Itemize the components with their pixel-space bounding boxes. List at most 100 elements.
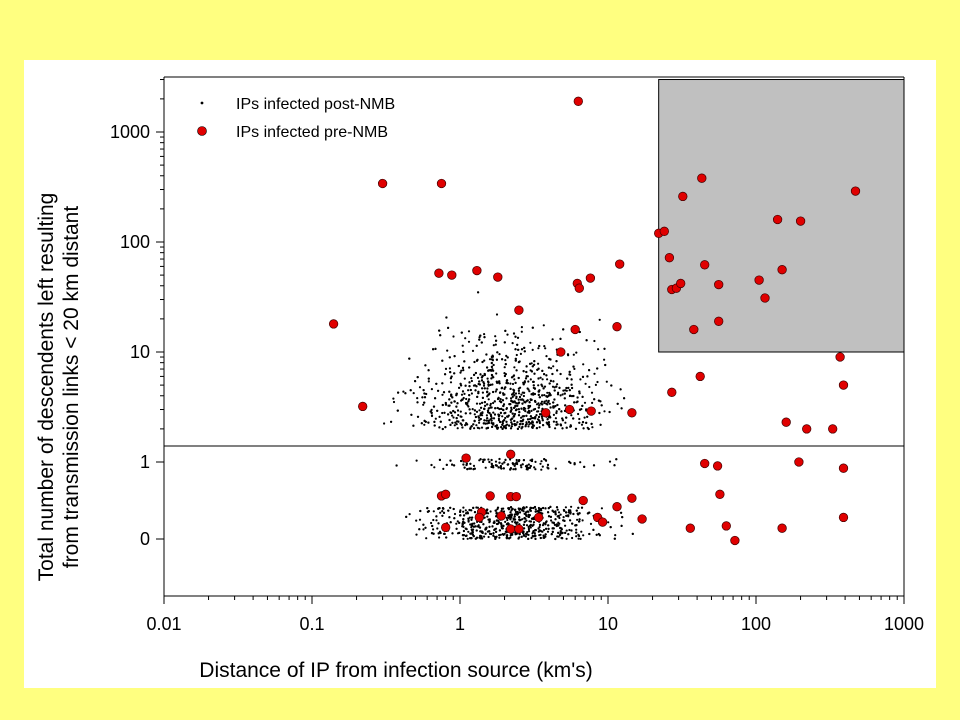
post-nmb-point xyxy=(541,378,544,381)
post-nmb-point xyxy=(516,404,519,407)
post-nmb-point xyxy=(564,421,567,424)
post-nmb-point xyxy=(432,518,435,522)
post-nmb-point xyxy=(408,513,411,516)
post-nmb-point xyxy=(498,391,502,394)
post-nmb-point xyxy=(504,427,507,430)
post-nmb-point xyxy=(581,421,585,424)
post-nmb-point xyxy=(511,520,514,523)
post-nmb-point xyxy=(480,406,483,409)
pre-nmb-point xyxy=(838,512,849,523)
post-nmb-point xyxy=(438,329,441,332)
post-nmb-point xyxy=(550,367,553,370)
post-nmb-point xyxy=(473,360,476,364)
post-nmb-point xyxy=(448,356,451,359)
y-tick-label: 1 xyxy=(140,452,150,472)
post-nmb-point xyxy=(583,401,587,404)
post-nmb-point xyxy=(542,324,545,327)
post-nmb-point xyxy=(494,537,497,540)
post-nmb-point xyxy=(554,513,557,516)
pre-nmb-point xyxy=(712,461,723,471)
post-nmb-point xyxy=(534,508,537,511)
post-nmb-point xyxy=(548,392,552,396)
post-nmb-point xyxy=(546,463,550,466)
post-nmb-point xyxy=(473,522,476,525)
post-nmb-point xyxy=(591,401,594,404)
post-nmb-point xyxy=(494,407,497,410)
pre-nmb-point xyxy=(850,186,861,196)
post-nmb-point xyxy=(590,422,593,425)
post-nmb-point xyxy=(566,377,569,380)
post-nmb-point xyxy=(517,401,521,404)
post-nmb-point xyxy=(494,343,497,346)
post-nmb-point xyxy=(525,519,528,522)
post-nmb-point xyxy=(537,347,540,350)
post-nmb-point xyxy=(452,335,455,338)
post-nmb-point xyxy=(544,523,547,526)
post-nmb-point xyxy=(538,396,541,399)
post-nmb-point xyxy=(511,423,514,426)
post-nmb-point xyxy=(487,398,490,401)
post-nmb-point xyxy=(552,521,556,524)
post-nmb-point xyxy=(486,515,489,518)
post-nmb-point xyxy=(474,389,477,392)
pre-nmb-point xyxy=(760,293,770,303)
post-nmb-point xyxy=(416,401,419,404)
post-nmb-point xyxy=(487,421,490,424)
post-nmb-point xyxy=(478,419,481,422)
post-nmb-point xyxy=(533,532,536,535)
post-nmb-point xyxy=(474,525,477,528)
post-nmb-point xyxy=(544,535,547,538)
pre-nmb-point xyxy=(695,371,705,382)
post-nmb-point xyxy=(486,377,489,380)
post-nmb-point xyxy=(514,409,518,412)
post-nmb-point xyxy=(579,461,582,464)
post-nmb-point xyxy=(553,523,557,526)
post-nmb-point xyxy=(492,466,495,469)
post-nmb-point xyxy=(397,391,400,394)
post-nmb-point xyxy=(462,518,465,521)
post-nmb-point xyxy=(453,355,456,358)
post-nmb-point xyxy=(453,517,456,520)
post-nmb-point xyxy=(491,368,494,371)
post-nmb-point xyxy=(521,402,524,405)
post-nmb-point xyxy=(502,408,505,412)
pre-nmb-point xyxy=(697,173,707,183)
post-nmb-point xyxy=(519,507,522,510)
post-nmb-point xyxy=(493,400,496,403)
post-nmb-point xyxy=(489,413,492,416)
post-nmb-point xyxy=(471,349,475,352)
post-nmb-point xyxy=(507,414,510,417)
post-nmb-point xyxy=(476,376,480,379)
post-nmb-point xyxy=(509,387,512,390)
post-nmb-point xyxy=(540,468,543,471)
post-nmb-point xyxy=(520,416,523,419)
post-nmb-point xyxy=(465,463,468,467)
post-nmb-point xyxy=(534,529,537,532)
post-nmb-point xyxy=(537,384,540,387)
post-nmb-point xyxy=(545,402,548,405)
post-nmb-point xyxy=(547,524,550,527)
post-nmb-point xyxy=(555,524,558,528)
post-nmb-point xyxy=(520,407,523,410)
post-nmb-point xyxy=(523,507,526,510)
post-nmb-point xyxy=(517,387,520,390)
post-nmb-point xyxy=(515,395,518,398)
post-nmb-point xyxy=(492,363,495,367)
pre-nmb-point xyxy=(685,523,695,533)
post-nmb-point xyxy=(510,515,513,518)
post-nmb-point xyxy=(522,370,525,373)
post-nmb-point xyxy=(518,511,522,514)
post-nmb-point xyxy=(522,459,525,462)
post-nmb-point xyxy=(547,511,550,514)
post-nmb-point xyxy=(490,419,493,422)
post-nmb-point xyxy=(503,412,506,415)
pre-nmb-point xyxy=(721,521,731,531)
post-nmb-point xyxy=(539,462,542,465)
post-nmb-point xyxy=(475,506,478,509)
post-nmb-point xyxy=(556,508,559,511)
post-nmb-point xyxy=(483,387,486,390)
post-nmb-point xyxy=(553,389,556,392)
post-nmb-point xyxy=(435,515,438,518)
post-nmb-point xyxy=(494,464,497,467)
post-nmb-point xyxy=(487,384,490,387)
